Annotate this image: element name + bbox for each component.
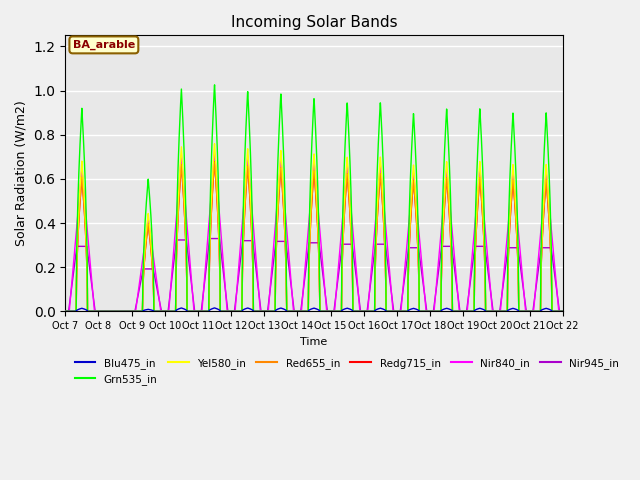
X-axis label: Time: Time (300, 336, 328, 347)
Text: BA_arable: BA_arable (73, 40, 135, 50)
Y-axis label: Solar Radiation (W/m2): Solar Radiation (W/m2) (15, 100, 28, 246)
Title: Incoming Solar Bands: Incoming Solar Bands (230, 15, 397, 30)
Legend: Blu475_in, Grn535_in, Yel580_in, Red655_in, Redg715_in, Nir840_in, Nir945_in: Blu475_in, Grn535_in, Yel580_in, Red655_… (70, 354, 623, 389)
